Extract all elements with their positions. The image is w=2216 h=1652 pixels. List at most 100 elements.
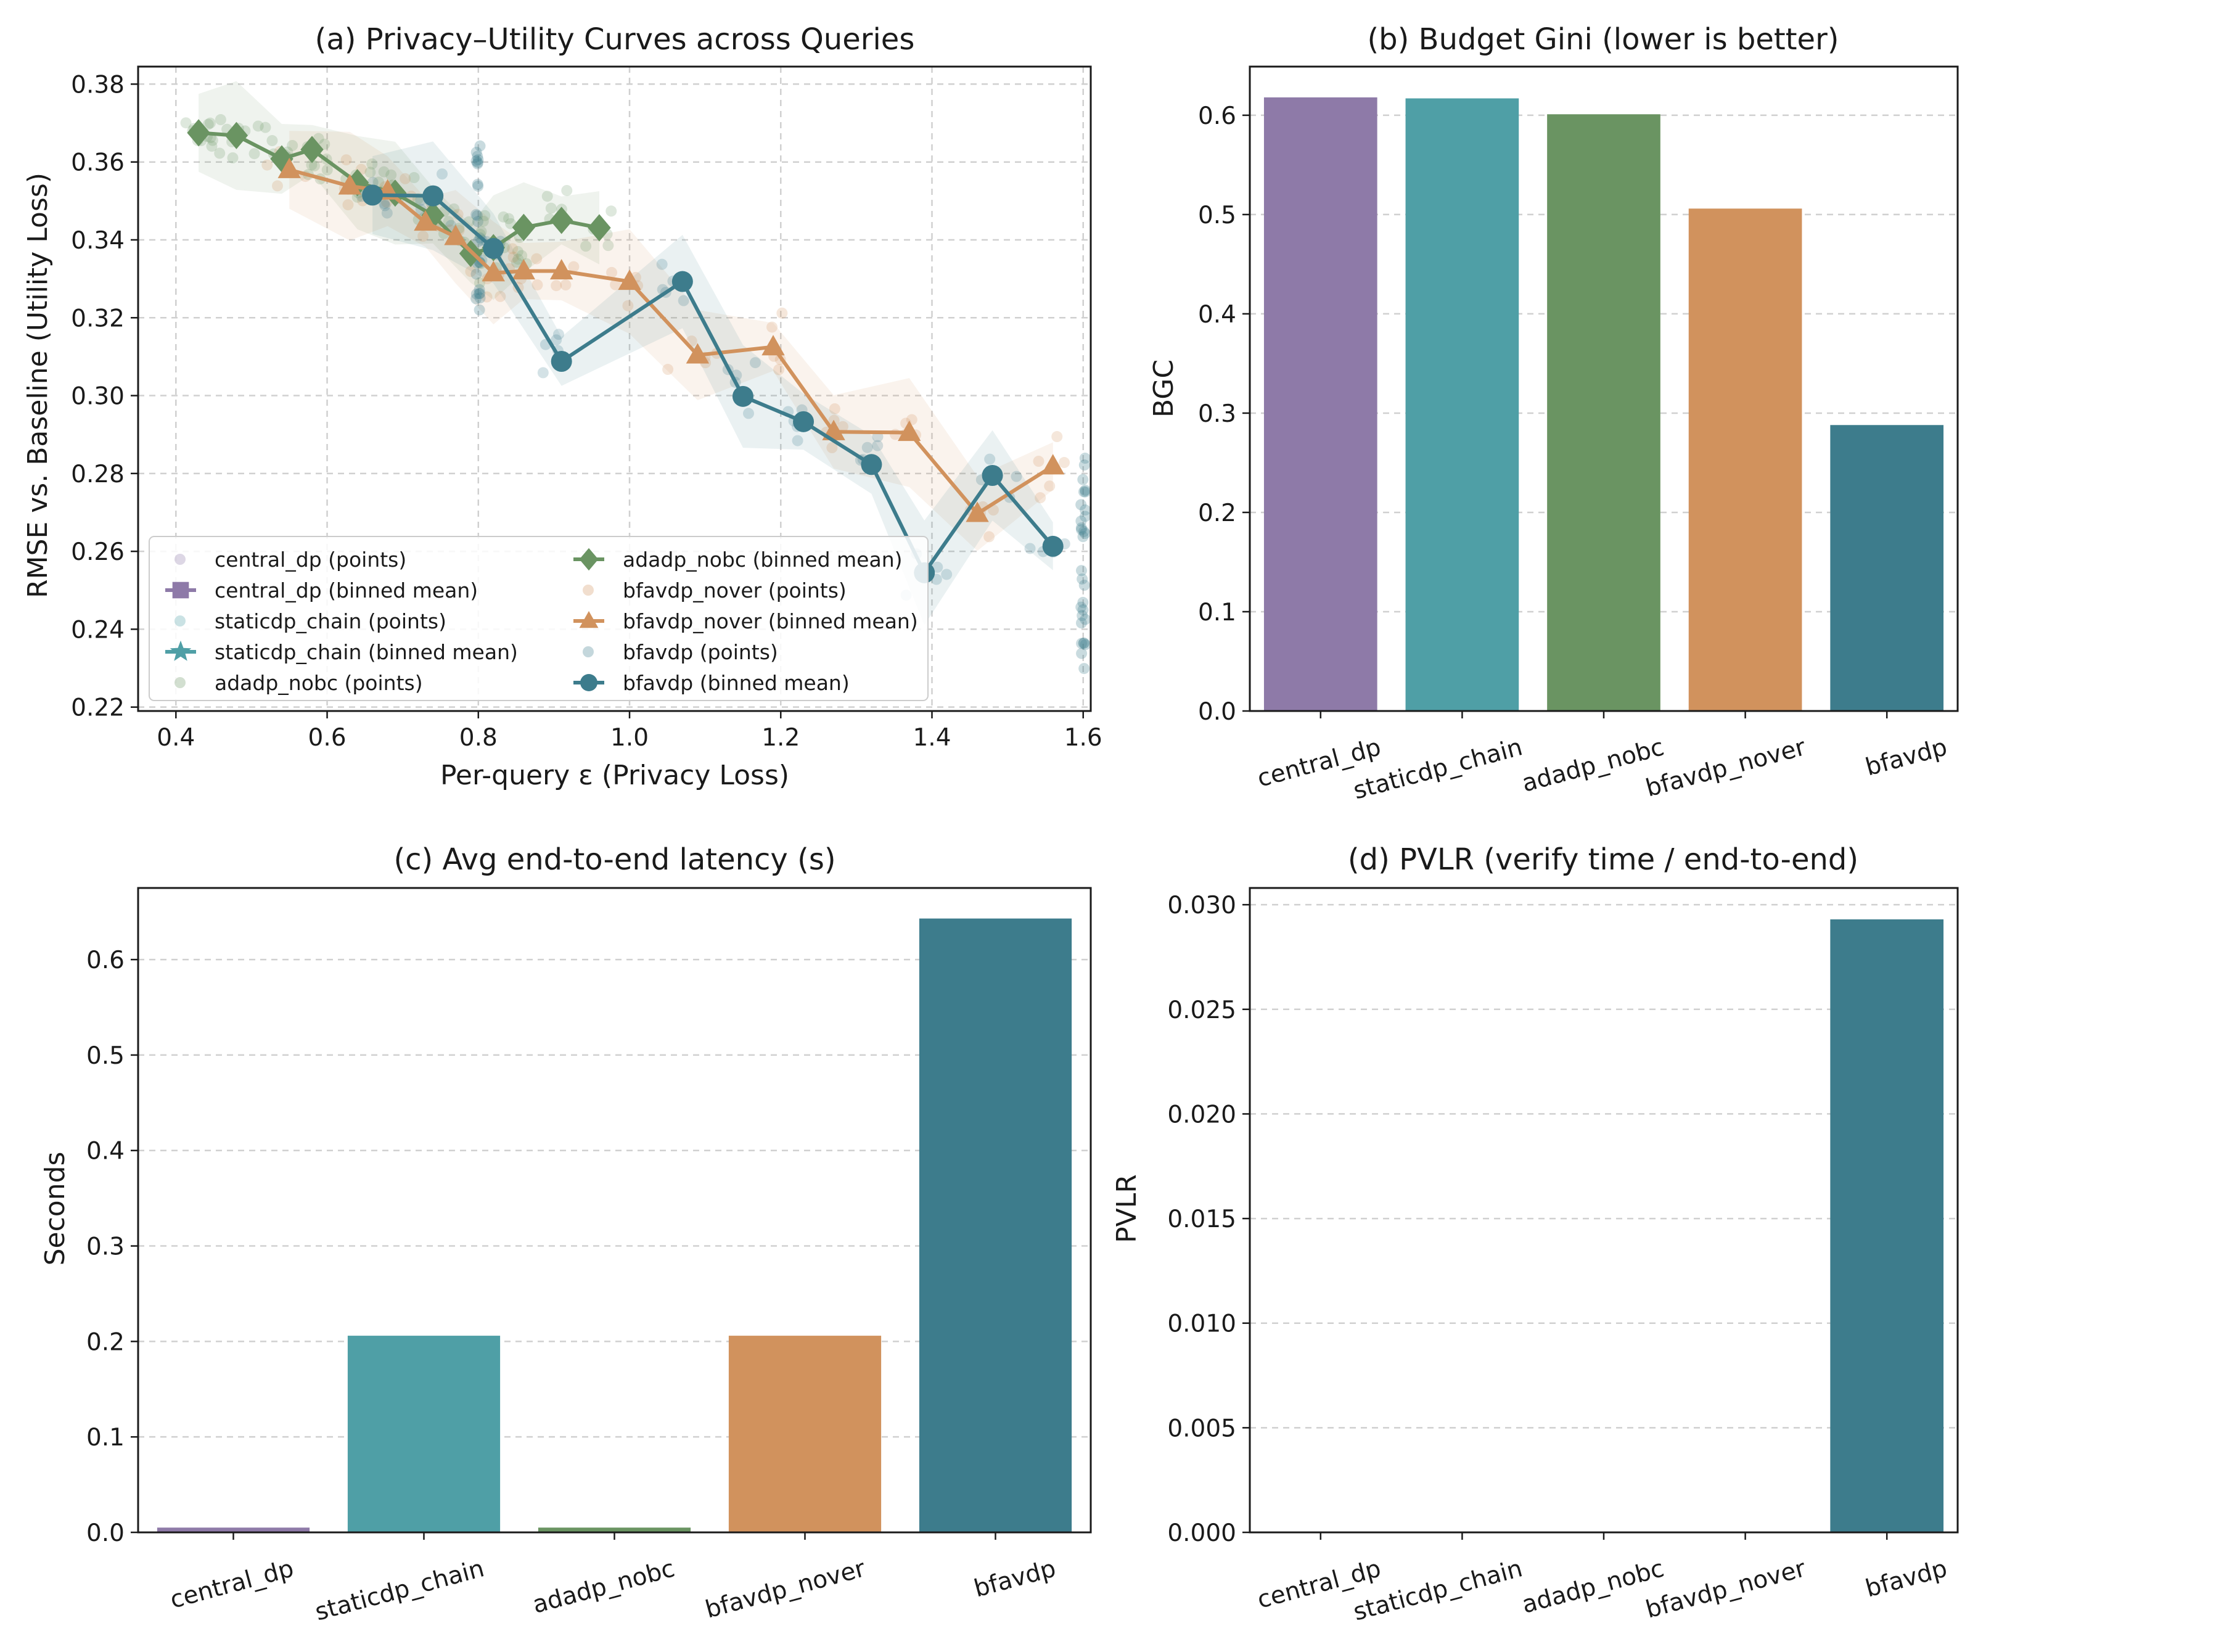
legend-entry: adadp_nobc (points): [174, 671, 423, 695]
adadp_nobc-point: [227, 152, 239, 163]
bfavdp-point: [474, 304, 485, 316]
bfavdp-point: [984, 453, 996, 465]
bfavdp-point: [678, 295, 689, 306]
adadp_nobc-point: [408, 172, 420, 184]
adadp_nobc-mean-marker: [549, 207, 573, 234]
bfavdp_nover-point: [826, 442, 838, 454]
bfavdp-point: [1075, 524, 1087, 535]
bfavdp-point: [1080, 639, 1091, 651]
bfavdp-point: [861, 442, 873, 453]
bfavdp-point: [474, 284, 485, 295]
bfavdp-mean-marker: [362, 184, 384, 206]
bfavdp-point: [472, 216, 483, 228]
bfavdp_nover-mean-marker: [414, 210, 437, 231]
adadp_nobc-point: [180, 117, 192, 129]
adadp_nobc-point: [385, 169, 397, 181]
legend-label: adadp_nobc (binned mean): [623, 548, 903, 572]
legend-entry: central_dp (binned mean): [165, 578, 478, 602]
adadp_nobc-point: [202, 118, 214, 130]
bfavdp_nover-mean-marker: [966, 501, 989, 522]
adadp_nobc-point: [252, 120, 264, 132]
legend-label: bfavdp_nover (points): [623, 578, 847, 602]
legend-point-swatch: [174, 677, 186, 688]
bfavdp-point: [470, 293, 482, 305]
bfavdp_nover-point: [531, 253, 543, 265]
y-tick-label: 0.010: [1167, 1310, 1236, 1338]
bfavdp_nover-point: [1044, 480, 1056, 492]
bfavdp-mean-marker: [861, 454, 882, 475]
adadp_nobc-point: [474, 277, 485, 289]
adadp_nobc-point: [287, 139, 298, 151]
y-tick-label: 0.0: [86, 1519, 125, 1547]
adadp_nobc-point: [366, 158, 378, 170]
legend-entry: bfavdp (binned mean): [573, 671, 850, 695]
panel-a-ylabel: RMSE vs. Baseline (Utility Loss): [22, 173, 54, 598]
bfavdp_nover-point: [481, 291, 493, 303]
bfavdp-point: [1077, 474, 1089, 485]
adadp_nobc-point: [206, 141, 218, 152]
bfavdp-point: [472, 157, 483, 168]
y-tick-label: 0.4: [86, 1138, 125, 1165]
plot-frame: [1249, 887, 1959, 1534]
legend-marker-swatch: [170, 640, 192, 661]
bfavdp-point: [749, 357, 761, 369]
y-tick-label: 0.000: [1167, 1519, 1236, 1547]
bfavdp_nover-point: [828, 414, 840, 426]
y-tick-label: 0.015: [1167, 1206, 1236, 1233]
adadp_nobc-mean-marker: [421, 202, 445, 229]
legend-label: staticdp_chain (binned mean): [215, 640, 518, 664]
bfavdp_nover-point: [766, 321, 778, 333]
bfavdp-point: [472, 158, 483, 170]
bfavdp_nover-point: [417, 230, 429, 242]
adadp_nobc-point: [512, 245, 523, 257]
bfavdp_nover-point: [662, 364, 674, 376]
y-tick-label: 0.5: [1198, 202, 1236, 229]
y-tick-label: 0.6: [86, 947, 125, 974]
y-tick-label: 0.2: [86, 1328, 125, 1356]
adadp_nobc-point: [248, 148, 260, 160]
bfavdp-point: [1080, 511, 1091, 522]
adadp_nobc-point: [260, 121, 271, 133]
bfavdp-point: [470, 155, 482, 167]
bfavdp-point: [1075, 499, 1087, 511]
adadp_nobc-point: [479, 210, 491, 221]
x-tick-label: 1.0: [610, 724, 649, 752]
bfavdp-point: [472, 210, 483, 221]
legend-entry: staticdp_chain (binned mean): [165, 640, 518, 664]
y-tick-label: 0.38: [71, 71, 125, 99]
bfavdp-bar: [919, 918, 1072, 1532]
bfavdp_nover-mean-marker: [618, 269, 641, 290]
bfavdp-point: [1024, 543, 1036, 554]
bfavdp-point: [551, 334, 562, 346]
bfavdp_nover-point: [271, 180, 283, 192]
bfavdp-point: [1080, 486, 1091, 498]
bfavdp_nover-point: [261, 159, 273, 171]
legend-label: bfavdp (binned mean): [623, 671, 850, 695]
adadp_nobc-point: [207, 134, 218, 146]
x-tick-label: 0.4: [157, 724, 195, 752]
y-tick-label: 0.32: [71, 305, 125, 332]
y-tick-label: 0.24: [71, 616, 125, 644]
adadp_nobc-point: [266, 135, 278, 147]
y-tick-label: 0.1: [1198, 599, 1236, 627]
bfavdp-point: [379, 200, 391, 212]
bfavdp-point: [1075, 617, 1087, 629]
bfavdp-point: [1078, 580, 1090, 591]
adadp_nobc-mean-marker: [224, 121, 248, 149]
adadp_nobc-point: [306, 159, 318, 171]
bfavdp-point: [1079, 453, 1091, 464]
legend-label: adadp_nobc (points): [215, 671, 423, 695]
y-tick-label: 0.005: [1167, 1415, 1236, 1442]
central_dp-bar: [1263, 97, 1377, 711]
adadp_nobc-point: [214, 147, 226, 159]
bfavdp_nover-mean-marker: [761, 335, 785, 356]
bfavdp-point: [1079, 528, 1091, 540]
panel-b-title: (b) Budget Gini (lower is better): [1367, 22, 1839, 57]
bfavdp-point: [470, 288, 482, 300]
bfavdp_nover-point: [465, 266, 477, 277]
adadp_nobc-point: [443, 216, 454, 228]
legend-point-swatch: [174, 615, 186, 627]
staticdp_chain-bar: [1405, 98, 1519, 712]
panel-c-ylabel: Seconds: [39, 1152, 71, 1266]
bfavdp_nover-mean-marker: [482, 261, 506, 282]
